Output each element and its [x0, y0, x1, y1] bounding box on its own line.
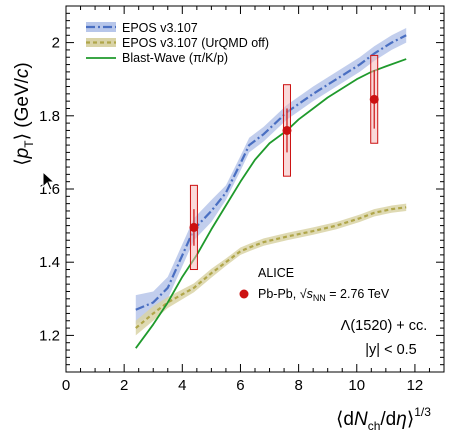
uncertainty-bands: [135, 27, 407, 336]
rapidity-annotation: |y| < 0.5: [365, 342, 416, 358]
line-series-0: [135, 34, 407, 311]
model-legend: EPOS v3.107 EPOS v3.107 (UrQMD off) Blas…: [86, 21, 269, 65]
x-tick-label: 8: [294, 377, 302, 394]
y-tick-label: 1.2: [39, 327, 60, 344]
x-tick-label: 12: [407, 377, 424, 394]
alice-point: [282, 125, 292, 135]
data-legend-label: Pb-Pb, √sNN = 2.76 TeV: [258, 287, 390, 303]
particle-annotation: Λ(1520) + cc.: [341, 318, 428, 334]
legend-item-blast-wave: Blast-Wave (π/K/p): [86, 51, 228, 65]
legend-item-epos: EPOS v3.107: [86, 21, 198, 35]
legend-item-epos-urqmd-off: EPOS v3.107 (UrQMD off): [86, 36, 269, 50]
data-legend: ALICE Pb-Pb, √sNN = 2.76 TeV: [239, 266, 390, 303]
axis-ticks: [65, 5, 445, 373]
y-tick-label: 1.8: [39, 108, 60, 125]
x-axis-title: ⟨dNch/dη⟩1/3: [336, 405, 431, 433]
alice-point: [189, 222, 199, 232]
data-legend-marker: [239, 289, 249, 299]
line-series-2: [135, 58, 407, 349]
legend-epos-label: EPOS v3.107: [122, 21, 198, 35]
x-tick-label: 10: [348, 377, 365, 394]
model-curves: [135, 34, 407, 349]
legend-urqmd-label: EPOS v3.107 (UrQMD off): [122, 36, 269, 50]
band-series-0: [135, 27, 407, 325]
x-tick-label: 6: [236, 377, 244, 394]
line-series-1: [135, 206, 407, 329]
y-axis-title: ⟨pT⟩ (GeV/c): [12, 62, 36, 166]
y-tick-label: 2: [52, 35, 60, 52]
legend-blastwave-label: Blast-Wave (π/K/p): [122, 51, 228, 65]
data-legend-title: ALICE: [258, 266, 294, 280]
x-tick-label: 4: [178, 377, 186, 394]
mouse-cursor-icon: [42, 171, 56, 191]
alice-point: [369, 94, 379, 104]
data-points: [189, 54, 379, 271]
x-tick-label: 0: [62, 377, 70, 394]
legend-epos-band-swatch: [86, 22, 116, 32]
y-tick-label: 1.4: [39, 254, 60, 271]
x-tick-label: 2: [120, 377, 128, 394]
